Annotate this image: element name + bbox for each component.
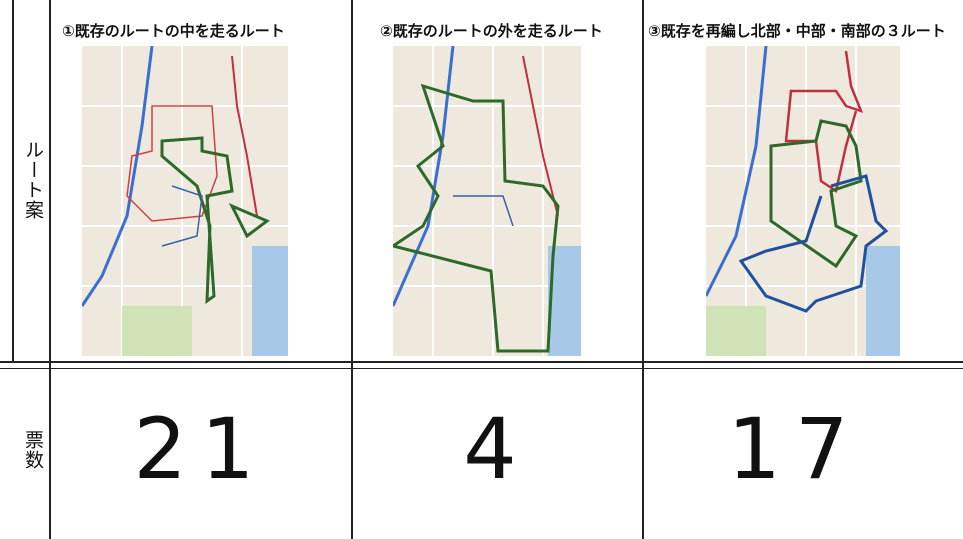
column-title: ③既存を再編し北部・中部・南部の３ルート (648, 22, 946, 40)
vote-count: 4 (463, 400, 531, 498)
border (351, 0, 353, 539)
border (0, 361, 963, 363)
route-map (393, 46, 581, 356)
border (0, 368, 963, 369)
border (12, 0, 14, 362)
route-map (706, 46, 900, 356)
row-header: ルート案 (22, 140, 44, 220)
route-map (82, 46, 288, 356)
border (49, 0, 51, 539)
column-title: ①既存のルートの中を走るルート (62, 22, 285, 40)
row-header: 票数 (22, 430, 44, 470)
column-title: ②既存のルートの外を走るルート (380, 22, 603, 40)
vote-count: 21 (133, 400, 269, 498)
border (642, 0, 644, 539)
vote-count: 17 (727, 400, 863, 498)
